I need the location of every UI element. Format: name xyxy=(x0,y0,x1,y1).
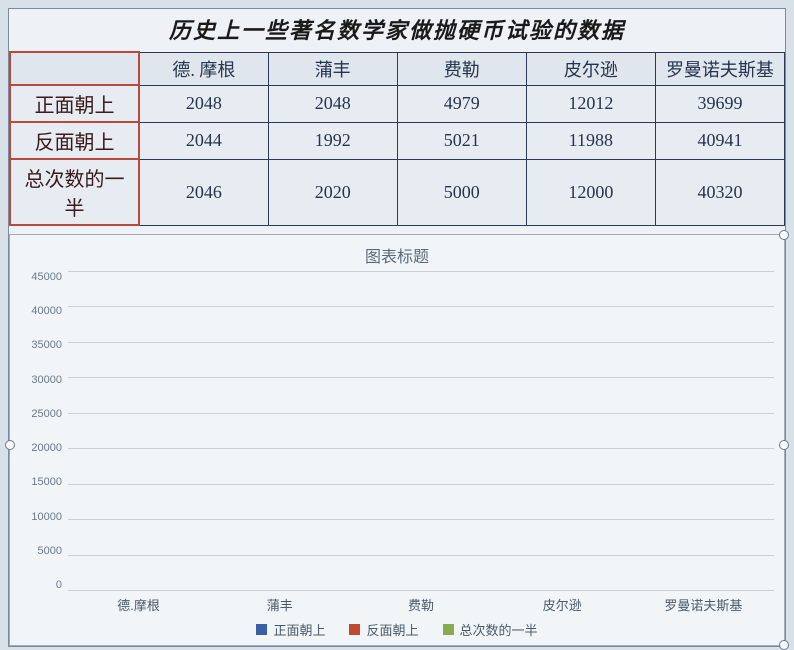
y-tick-label: 25000 xyxy=(31,408,62,420)
chart-container[interactable]: 图表标题 45000 40000 35000 30000 25000 20000 15000… xyxy=(9,234,785,646)
page-title: 历史上一些著名数学家做抛硬币试验的数据 xyxy=(9,9,785,51)
table-cell: 2046 xyxy=(139,159,268,225)
y-tick-label: 40000 xyxy=(31,305,62,317)
legend-item: 总次数的一半 xyxy=(443,620,538,639)
table-cell: 5021 xyxy=(397,122,526,159)
legend-swatch-icon xyxy=(443,624,454,635)
legend-label: 正面朝上 xyxy=(273,620,325,639)
table-cell: 2020 xyxy=(268,159,397,225)
chart-title: 图表标题 xyxy=(20,243,774,267)
y-tick-label: 35000 xyxy=(31,339,62,351)
chart-area: 45000 40000 35000 30000 25000 20000 15000 10000… xyxy=(20,271,774,591)
table-cell: 39699 xyxy=(655,85,784,122)
legend-item: 反面朝上 xyxy=(349,620,418,639)
grid-line xyxy=(68,306,774,307)
y-tick-label: 0 xyxy=(56,579,62,591)
y-axis: 45000 40000 35000 30000 25000 20000 15000 10000… xyxy=(20,271,68,591)
col-header: 德. 摩根 xyxy=(139,52,268,85)
legend-item: 正面朝上 xyxy=(256,620,325,639)
x-tick-label: 蒲丰 xyxy=(240,595,320,614)
table-cell: 2048 xyxy=(268,85,397,122)
table-header-row: 德. 摩根 蒲丰 费勒 皮尔逊 罗曼诺夫斯基 xyxy=(10,52,785,85)
row-header: 总次数的一半 xyxy=(10,159,139,225)
resize-handle-icon[interactable] xyxy=(779,230,789,240)
row-header: 反面朝上 xyxy=(10,122,139,159)
table-row: 正面朝上 2048 2048 4979 12012 39699 xyxy=(10,85,785,122)
resize-handle-icon[interactable] xyxy=(5,440,15,450)
y-tick-label: 45000 xyxy=(31,271,62,283)
col-header: 罗曼诺夫斯基 xyxy=(655,52,784,85)
grid-line xyxy=(68,413,774,414)
table-cell: 12000 xyxy=(526,159,655,225)
data-table: 德. 摩根 蒲丰 费勒 皮尔逊 罗曼诺夫斯基 正面朝上 2048 2048 49… xyxy=(9,51,785,226)
table-cell: 11988 xyxy=(526,122,655,159)
table-cell: 40320 xyxy=(655,159,784,225)
row-header: 正面朝上 xyxy=(10,85,139,122)
grid-line xyxy=(68,271,774,272)
table-cell: 1992 xyxy=(268,122,397,159)
y-tick-label: 5000 xyxy=(38,545,62,557)
grid-line xyxy=(68,342,774,343)
y-tick-label: 30000 xyxy=(31,374,62,386)
x-tick-label: 罗曼诺夫斯基 xyxy=(663,595,743,614)
grid-line xyxy=(68,484,774,485)
x-axis-labels: 德.摩根 蒲丰 费勒 皮尔逊 罗曼诺夫斯基 xyxy=(68,595,774,614)
table-cell: 5000 xyxy=(397,159,526,225)
grid-line xyxy=(68,448,774,449)
legend-swatch-icon xyxy=(349,624,360,635)
y-tick-label: 20000 xyxy=(31,442,62,454)
x-tick-label: 德.摩根 xyxy=(99,595,179,614)
grid-line xyxy=(68,377,774,378)
x-tick-label: 皮尔逊 xyxy=(522,595,602,614)
table-row: 反面朝上 2044 1992 5021 11988 40941 xyxy=(10,122,785,159)
y-tick-label: 15000 xyxy=(31,476,62,488)
col-header: 费勒 xyxy=(397,52,526,85)
col-header: 皮尔逊 xyxy=(526,52,655,85)
legend-swatch-icon xyxy=(256,624,267,635)
x-tick-label: 费勒 xyxy=(381,595,461,614)
legend-label: 总次数的一半 xyxy=(460,620,538,639)
chart-plot xyxy=(68,271,774,591)
legend-label: 反面朝上 xyxy=(366,620,418,639)
resize-handle-icon[interactable] xyxy=(779,640,789,650)
table-cell: 12012 xyxy=(526,85,655,122)
table-cell: 40941 xyxy=(655,122,784,159)
chart-legend: 正面朝上 反面朝上 总次数的一半 xyxy=(20,620,774,639)
table-corner-cell xyxy=(10,52,139,85)
resize-handle-icon[interactable] xyxy=(779,440,789,450)
table-cell: 2048 xyxy=(139,85,268,122)
y-tick-label: 10000 xyxy=(31,511,62,523)
grid-line xyxy=(68,590,774,591)
grid-line xyxy=(68,519,774,520)
table-cell: 4979 xyxy=(397,85,526,122)
table-row: 总次数的一半 2046 2020 5000 12000 40320 xyxy=(10,159,785,225)
col-header: 蒲丰 xyxy=(268,52,397,85)
chart-bars xyxy=(68,271,774,590)
grid-line xyxy=(68,555,774,556)
table-cell: 2044 xyxy=(139,122,268,159)
